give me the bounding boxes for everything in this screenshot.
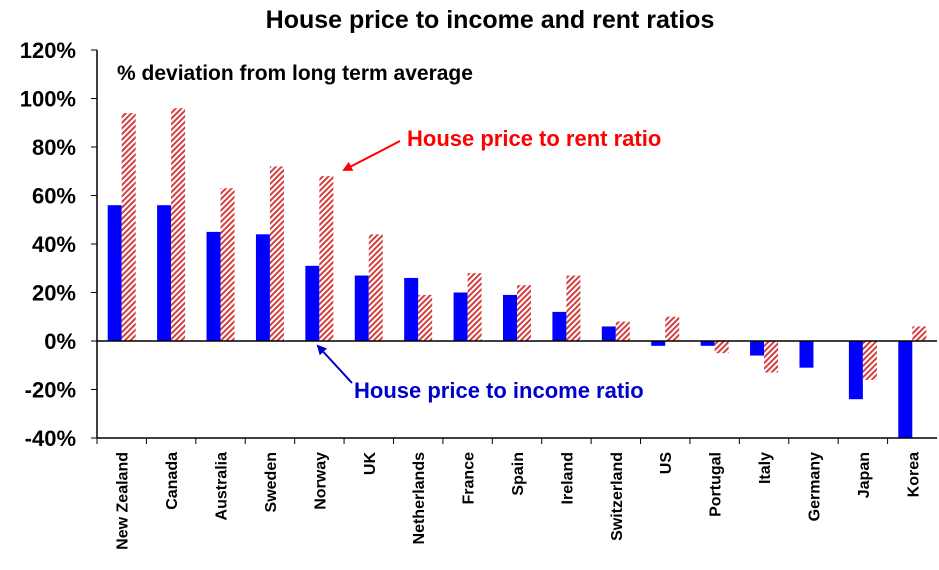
bar-rent-australia — [220, 188, 235, 341]
bar-rent-us — [665, 316, 680, 341]
y-tick-label: 0% — [44, 329, 76, 354]
y-tick-label: -20% — [25, 378, 76, 403]
bar-income-australia — [206, 231, 221, 341]
x-tick-label: New Zealand — [115, 452, 132, 550]
chart-subtitle: % deviation from long term average — [117, 62, 473, 85]
bar-income-uk — [354, 275, 369, 341]
x-tick-label: Portugal — [708, 452, 725, 517]
bar-income-portugal — [700, 341, 715, 346]
bar-rent-norway — [319, 176, 334, 341]
annotation-income-arrow — [316, 344, 353, 384]
x-tick-label: UK — [362, 452, 379, 476]
bar-rent-italy — [764, 341, 779, 373]
bar-rent-spain — [517, 285, 531, 341]
bar-rent-portugal — [714, 341, 729, 354]
x-tick-label: France — [461, 452, 478, 505]
y-tick-label: 80% — [32, 135, 76, 160]
bar-income-korea — [898, 341, 913, 438]
x-tick-label: Korea — [905, 452, 922, 497]
bar-income-sweden — [255, 234, 270, 341]
axes-group — [91, 49, 937, 444]
x-tick-label: Canada — [164, 452, 181, 510]
bar-income-spain — [503, 294, 517, 341]
bar-rent-ireland — [566, 275, 581, 341]
x-tick-label: Switzerland — [609, 452, 626, 541]
x-tick-label: Ireland — [559, 452, 576, 504]
x-tick-label: Norway — [312, 452, 329, 510]
bar-income-switzerland — [601, 326, 616, 341]
x-tick-label: Sweden — [263, 452, 280, 512]
x-tick-label: Germany — [806, 452, 823, 521]
bar-income-germany — [799, 341, 814, 368]
bars-group — [107, 108, 927, 438]
annotation-rent-ratio: House price to rent ratio — [407, 126, 661, 151]
bar-rent-japan — [862, 341, 877, 380]
x-tick-labels: New Zealand Canada Australia Sweden Norway UK… — [115, 452, 923, 550]
y-tick-label: 20% — [32, 281, 76, 306]
chart-title: House price to income and rent ratios — [266, 6, 715, 34]
y-tick-label: 120% — [20, 38, 76, 63]
bar-rent-switzerland — [615, 321, 630, 341]
bar-rent-new-zealand — [121, 113, 136, 341]
bar-income-canada — [157, 205, 172, 341]
bar-income-france — [453, 292, 468, 341]
x-tick-label: Australia — [214, 452, 231, 521]
x-tick-label: Italy — [757, 452, 774, 484]
bar-rent-france — [467, 273, 482, 341]
y-tick-label: 100% — [20, 87, 76, 112]
bar-income-norway — [305, 265, 320, 341]
x-tick-label: US — [658, 452, 675, 475]
bar-rent-uk — [368, 234, 383, 341]
bar-rent-netherlands — [418, 294, 433, 341]
bar-income-japan — [848, 341, 863, 400]
y-tick-label: 40% — [32, 232, 76, 257]
bar-income-us — [651, 341, 666, 346]
bar-income-ireland — [552, 311, 567, 341]
x-tick-label: Spain — [510, 452, 527, 496]
y-tick-labels: 120% 100% 80% 60% 40% 20% 0% -20% -40% — [20, 38, 76, 451]
bar-income-netherlands — [404, 277, 419, 341]
bar-income-new-zealand — [107, 205, 122, 341]
bar-rent-sweden — [269, 166, 284, 341]
bar-income-italy — [750, 341, 765, 356]
bar-rent-canada — [171, 108, 186, 341]
x-tick-label: Japan — [856, 452, 873, 498]
y-tick-label: -40% — [25, 426, 76, 451]
annotation-rent-arrow — [342, 140, 401, 171]
bar-rent-korea — [912, 326, 927, 341]
annotation-income-ratio: House price to income ratio — [354, 378, 644, 403]
x-tick-label: Netherlands — [411, 452, 428, 545]
y-tick-label: 60% — [32, 184, 76, 209]
